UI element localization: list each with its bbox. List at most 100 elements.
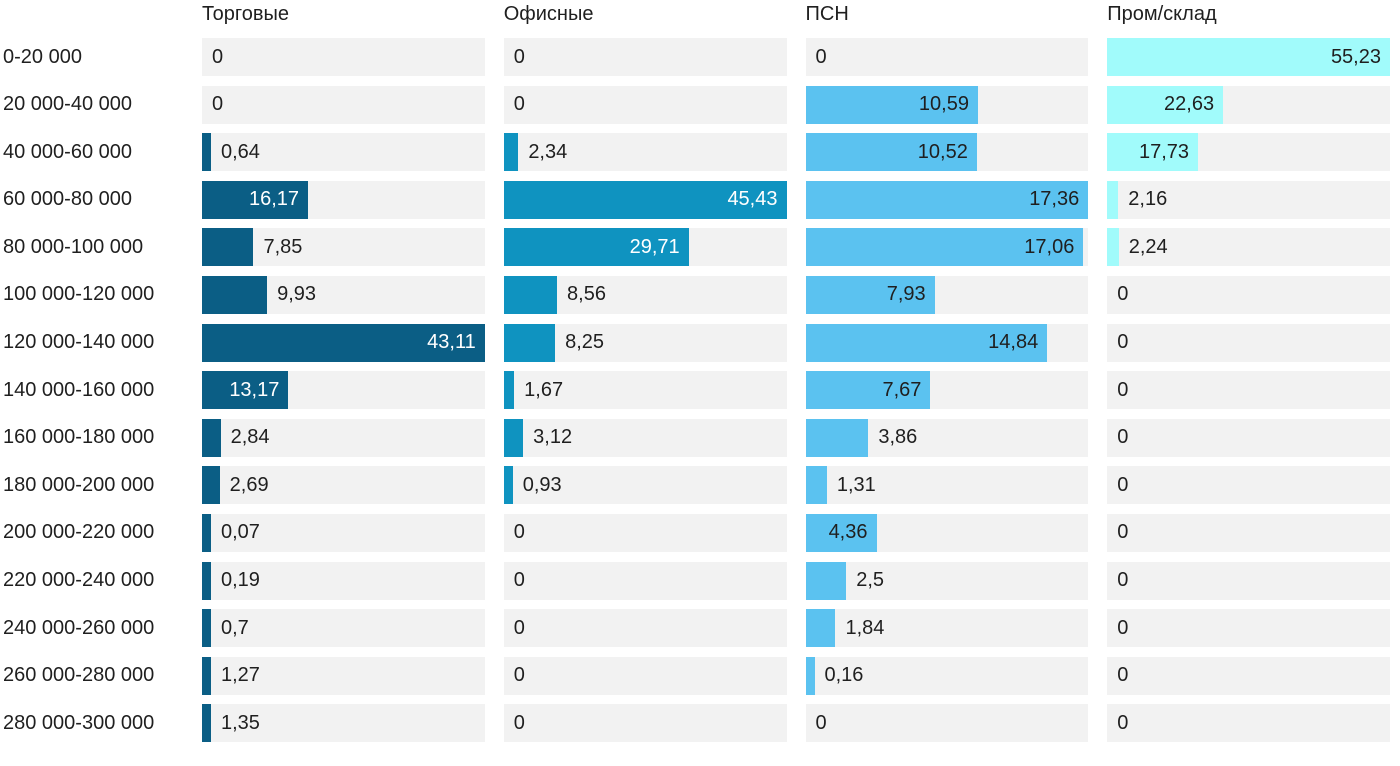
bar-track: 2,24 bbox=[1107, 228, 1390, 267]
row-label: 100 000-120 000 bbox=[3, 283, 155, 306]
row-label: 220 000-240 000 bbox=[3, 569, 155, 592]
bar: 16,17 bbox=[202, 180, 309, 219]
chart-row: 60 000-80 000 16,17 45,43 17,36 2,16 bbox=[0, 180, 1390, 219]
row-label: 160 000-180 000 bbox=[3, 426, 155, 449]
bar-track: 17,73 bbox=[1107, 133, 1390, 172]
bar-track: 0 bbox=[1107, 513, 1390, 552]
bar-track: 2,16 bbox=[1107, 180, 1390, 219]
value-label: 17,73 bbox=[1138, 140, 1190, 163]
bar bbox=[1107, 228, 1119, 267]
bar-track: 3,86 bbox=[805, 418, 1089, 457]
row-label: 180 000-200 000 bbox=[3, 473, 155, 496]
value-label: 45,43 bbox=[727, 188, 778, 211]
row-label: 80 000-100 000 bbox=[3, 235, 144, 258]
bar: 7,93 bbox=[805, 275, 935, 314]
value-label: 0 bbox=[815, 711, 827, 734]
bar-track: 1,31 bbox=[805, 466, 1089, 505]
value-label: 2,34 bbox=[528, 140, 568, 163]
value-label: 0 bbox=[1117, 616, 1129, 639]
bar-track: 7,67 bbox=[805, 371, 1089, 410]
value-label: 0 bbox=[513, 93, 525, 116]
bar-track: 14,84 bbox=[805, 323, 1089, 362]
bar bbox=[202, 133, 211, 172]
bar-track: 0 bbox=[503, 704, 787, 743]
value-label: 1,84 bbox=[845, 616, 885, 639]
bar bbox=[503, 466, 513, 505]
value-label: 0 bbox=[1117, 426, 1129, 449]
bar bbox=[805, 656, 815, 695]
row-label: 140 000-160 000 bbox=[3, 378, 155, 401]
bar-track: 17,06 bbox=[805, 228, 1089, 267]
bar bbox=[202, 513, 211, 552]
bar bbox=[503, 371, 515, 410]
value-label: 22,63 bbox=[1164, 93, 1215, 116]
bar-track: 0 bbox=[1107, 371, 1390, 410]
value-label: 29,71 bbox=[629, 235, 680, 258]
bar-track: 0,93 bbox=[503, 466, 787, 505]
bar-track: 0,19 bbox=[202, 561, 485, 600]
value-label: 9,93 bbox=[277, 283, 317, 306]
bar-track: 0 bbox=[503, 656, 787, 695]
value-label: 17,36 bbox=[1029, 188, 1080, 211]
chart-row: 0-20 000 0 0 0 55,23 bbox=[0, 38, 1390, 76]
bar: 10,52 bbox=[805, 133, 977, 172]
bar: 17,36 bbox=[805, 180, 1089, 219]
value-label: 0 bbox=[1117, 664, 1129, 687]
bar-track: 1,84 bbox=[805, 609, 1089, 648]
value-label: 13,17 bbox=[229, 378, 280, 401]
bar bbox=[805, 609, 836, 648]
bar-track: 0,07 bbox=[202, 513, 485, 552]
bar-track: 4,36 bbox=[805, 513, 1089, 552]
chart-row: 240 000-260 000 0,7 0 1,84 0 bbox=[0, 609, 1390, 648]
value-label: 4,36 bbox=[828, 521, 868, 544]
value-label: 0 bbox=[513, 616, 525, 639]
value-label: 0 bbox=[1117, 331, 1129, 354]
bar bbox=[503, 323, 556, 362]
row-label: 120 000-140 000 bbox=[3, 331, 155, 354]
value-label: 0 bbox=[1117, 283, 1129, 306]
chart-row: 220 000-240 000 0,19 0 2,5 0 bbox=[0, 561, 1390, 600]
value-label: 0 bbox=[815, 45, 827, 68]
bar: 7,67 bbox=[805, 371, 931, 410]
value-label: 0,07 bbox=[221, 521, 260, 544]
bar bbox=[202, 656, 211, 695]
value-label: 1,35 bbox=[221, 711, 260, 734]
bar bbox=[503, 418, 524, 457]
row-label: 260 000-280 000 bbox=[3, 664, 155, 687]
chart-row: 140 000-160 000 13,17 1,67 7,67 0 bbox=[0, 371, 1390, 410]
row-label: 20 000-40 000 bbox=[3, 93, 133, 116]
bar: 17,06 bbox=[805, 228, 1084, 267]
value-label: 43,11 bbox=[427, 331, 476, 354]
value-label: 0 bbox=[513, 664, 525, 687]
value-label: 0,64 bbox=[221, 140, 260, 163]
column-header-1: Торговые bbox=[202, 3, 290, 25]
bar bbox=[202, 418, 221, 457]
bar-track: 9,93 bbox=[202, 275, 485, 314]
chart-row: 160 000-180 000 2,84 3,12 3,86 0 bbox=[0, 418, 1390, 457]
value-label: 0,19 bbox=[221, 569, 260, 592]
bar: 22,63 bbox=[1107, 85, 1224, 124]
value-label: 7,67 bbox=[882, 378, 922, 401]
bar-track: 0 bbox=[503, 38, 787, 76]
row-label: 60 000-80 000 bbox=[3, 188, 133, 211]
bar: 4,36 bbox=[805, 513, 877, 552]
bar bbox=[503, 133, 519, 172]
bar-track: 0 bbox=[503, 85, 787, 124]
bar-track: 8,56 bbox=[503, 275, 787, 314]
bar-track: 3,12 bbox=[503, 418, 787, 457]
bar: 43,11 bbox=[202, 323, 485, 362]
bar bbox=[202, 275, 268, 314]
bar-track: 0 bbox=[202, 38, 485, 76]
value-label: 0 bbox=[513, 569, 525, 592]
row-label: 280 000-300 000 bbox=[3, 711, 155, 734]
chart-row: 120 000-140 000 43,11 8,25 14,84 0 bbox=[0, 323, 1390, 362]
value-label: 1,27 bbox=[221, 664, 260, 687]
row-label: 40 000-60 000 bbox=[3, 140, 133, 163]
bar-track: 0 bbox=[503, 561, 787, 600]
value-label: 3,86 bbox=[878, 426, 918, 449]
value-label: 55,23 bbox=[1330, 45, 1381, 68]
chart-row: 260 000-280 000 1,27 0 0,16 0 bbox=[0, 656, 1390, 695]
chart-row: 40 000-60 000 0,64 2,34 10,52 17,73 bbox=[0, 133, 1390, 172]
chart-row: 280 000-300 000 1,35 0 0 0 bbox=[0, 704, 1390, 743]
bar-track: 7,93 bbox=[805, 275, 1089, 314]
